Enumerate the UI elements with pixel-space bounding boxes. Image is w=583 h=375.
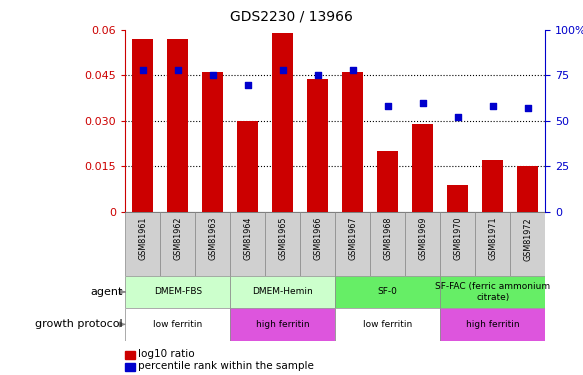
Text: DMEM-FBS: DMEM-FBS — [154, 287, 202, 296]
Bar — [230, 212, 265, 276]
Text: GSM81967: GSM81967 — [348, 217, 357, 261]
Point — [348, 67, 357, 73]
Text: high ferritin: high ferritin — [466, 320, 519, 329]
Bar — [377, 151, 398, 212]
Bar — [517, 166, 538, 212]
Text: GSM81961: GSM81961 — [138, 217, 147, 260]
Text: GSM81972: GSM81972 — [523, 217, 532, 261]
Text: GSM81968: GSM81968 — [383, 217, 392, 260]
Point — [278, 67, 287, 73]
Text: percentile rank within the sample: percentile rank within the sample — [138, 361, 314, 370]
Text: growth protocol: growth protocol — [35, 320, 122, 329]
Text: GSM81971: GSM81971 — [488, 217, 497, 261]
Bar — [405, 212, 440, 276]
Bar — [370, 212, 405, 276]
Point — [243, 82, 252, 88]
Text: SF-FAC (ferric ammonium
citrate): SF-FAC (ferric ammonium citrate) — [435, 282, 550, 302]
Point — [453, 114, 462, 120]
Bar — [230, 308, 335, 340]
Text: GSM81963: GSM81963 — [208, 217, 217, 260]
Bar — [167, 39, 188, 212]
Text: GSM81969: GSM81969 — [418, 217, 427, 261]
Bar — [510, 212, 545, 276]
Text: log10 ratio: log10 ratio — [138, 349, 195, 358]
Point — [208, 72, 217, 78]
Bar — [440, 212, 475, 276]
Bar — [440, 276, 545, 308]
Text: GSM81966: GSM81966 — [313, 217, 322, 260]
Bar — [265, 212, 300, 276]
Text: low ferritin: low ferritin — [153, 320, 202, 329]
Bar — [230, 276, 335, 308]
Bar — [202, 72, 223, 212]
Bar — [447, 184, 468, 212]
Bar — [125, 351, 135, 358]
Bar — [160, 212, 195, 276]
Bar — [237, 121, 258, 212]
Text: high ferritin: high ferritin — [256, 320, 310, 329]
Bar — [125, 276, 230, 308]
Bar — [300, 212, 335, 276]
Point — [418, 100, 427, 106]
Bar — [132, 39, 153, 212]
Point — [523, 105, 532, 111]
Text: GSM81965: GSM81965 — [278, 217, 287, 261]
Bar — [125, 363, 135, 370]
Bar — [440, 308, 545, 340]
Point — [488, 104, 497, 110]
Bar — [125, 212, 160, 276]
Bar — [342, 72, 363, 212]
Point — [383, 104, 392, 110]
Bar — [307, 78, 328, 212]
Bar — [335, 308, 440, 340]
Bar — [475, 212, 510, 276]
Bar — [412, 124, 433, 212]
Text: GSM81970: GSM81970 — [453, 217, 462, 261]
Text: agent: agent — [90, 287, 122, 297]
Point — [313, 72, 322, 78]
Text: SF-0: SF-0 — [378, 287, 398, 296]
Point — [138, 67, 147, 73]
Bar — [125, 308, 230, 340]
Text: GDS2230 / 13966: GDS2230 / 13966 — [230, 9, 353, 23]
Bar — [272, 33, 293, 212]
Text: GSM81964: GSM81964 — [243, 217, 252, 260]
Text: GSM81962: GSM81962 — [173, 217, 182, 261]
Text: low ferritin: low ferritin — [363, 320, 412, 329]
Bar — [195, 212, 230, 276]
Bar — [335, 212, 370, 276]
Bar — [482, 160, 503, 212]
Bar — [335, 276, 440, 308]
Point — [173, 67, 182, 73]
Text: DMEM-Hemin: DMEM-Hemin — [252, 287, 313, 296]
